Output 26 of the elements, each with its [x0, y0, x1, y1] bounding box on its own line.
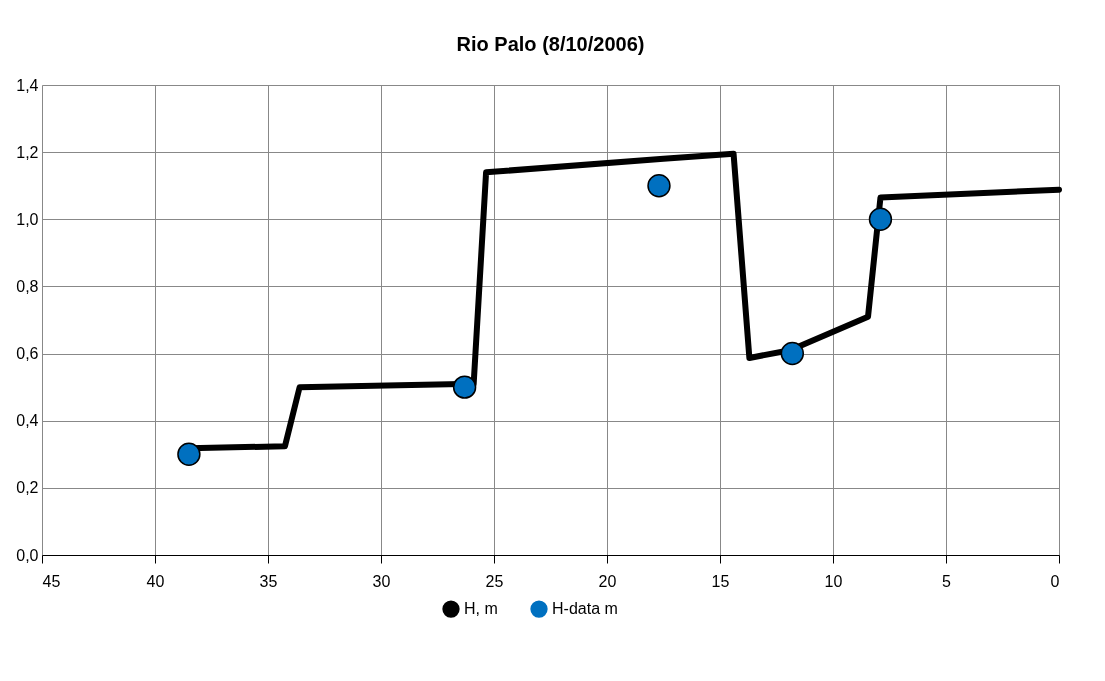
- y-tick-label: 0,2: [16, 479, 39, 497]
- y-tick-label: 1,2: [16, 143, 39, 161]
- y-tick-label: 1,0: [16, 210, 39, 228]
- x-tick-label: 40: [146, 572, 165, 590]
- x-tick-label: 35: [259, 572, 278, 590]
- x-tick-label: 5: [942, 572, 952, 590]
- y-tick-label: 1,4: [16, 76, 39, 94]
- y-tick-label: 0,6: [16, 345, 39, 363]
- y-tick-label: 0,4: [16, 412, 39, 430]
- point: [452, 375, 477, 399]
- x-tick-label: 15: [711, 572, 730, 590]
- y-tick-label: 0,0: [16, 546, 39, 564]
- legend-label: H, m: [464, 600, 498, 618]
- x-tick-label: 30: [372, 572, 391, 590]
- point: [868, 207, 893, 231]
- y-tick-label: 0,8: [16, 277, 39, 295]
- x-tick-label: 45: [42, 572, 61, 590]
- point: [780, 341, 805, 366]
- x-tick-label: 25: [485, 572, 504, 590]
- point: [647, 174, 671, 198]
- point: [177, 442, 201, 466]
- chart-title: Rio Palo (8/10/2006): [456, 33, 645, 55]
- legend-label: H-data m: [552, 600, 618, 618]
- x-tick-label: 0: [1050, 572, 1060, 590]
- x-tick-label: 10: [824, 572, 843, 590]
- x-tick-label: 20: [598, 572, 617, 590]
